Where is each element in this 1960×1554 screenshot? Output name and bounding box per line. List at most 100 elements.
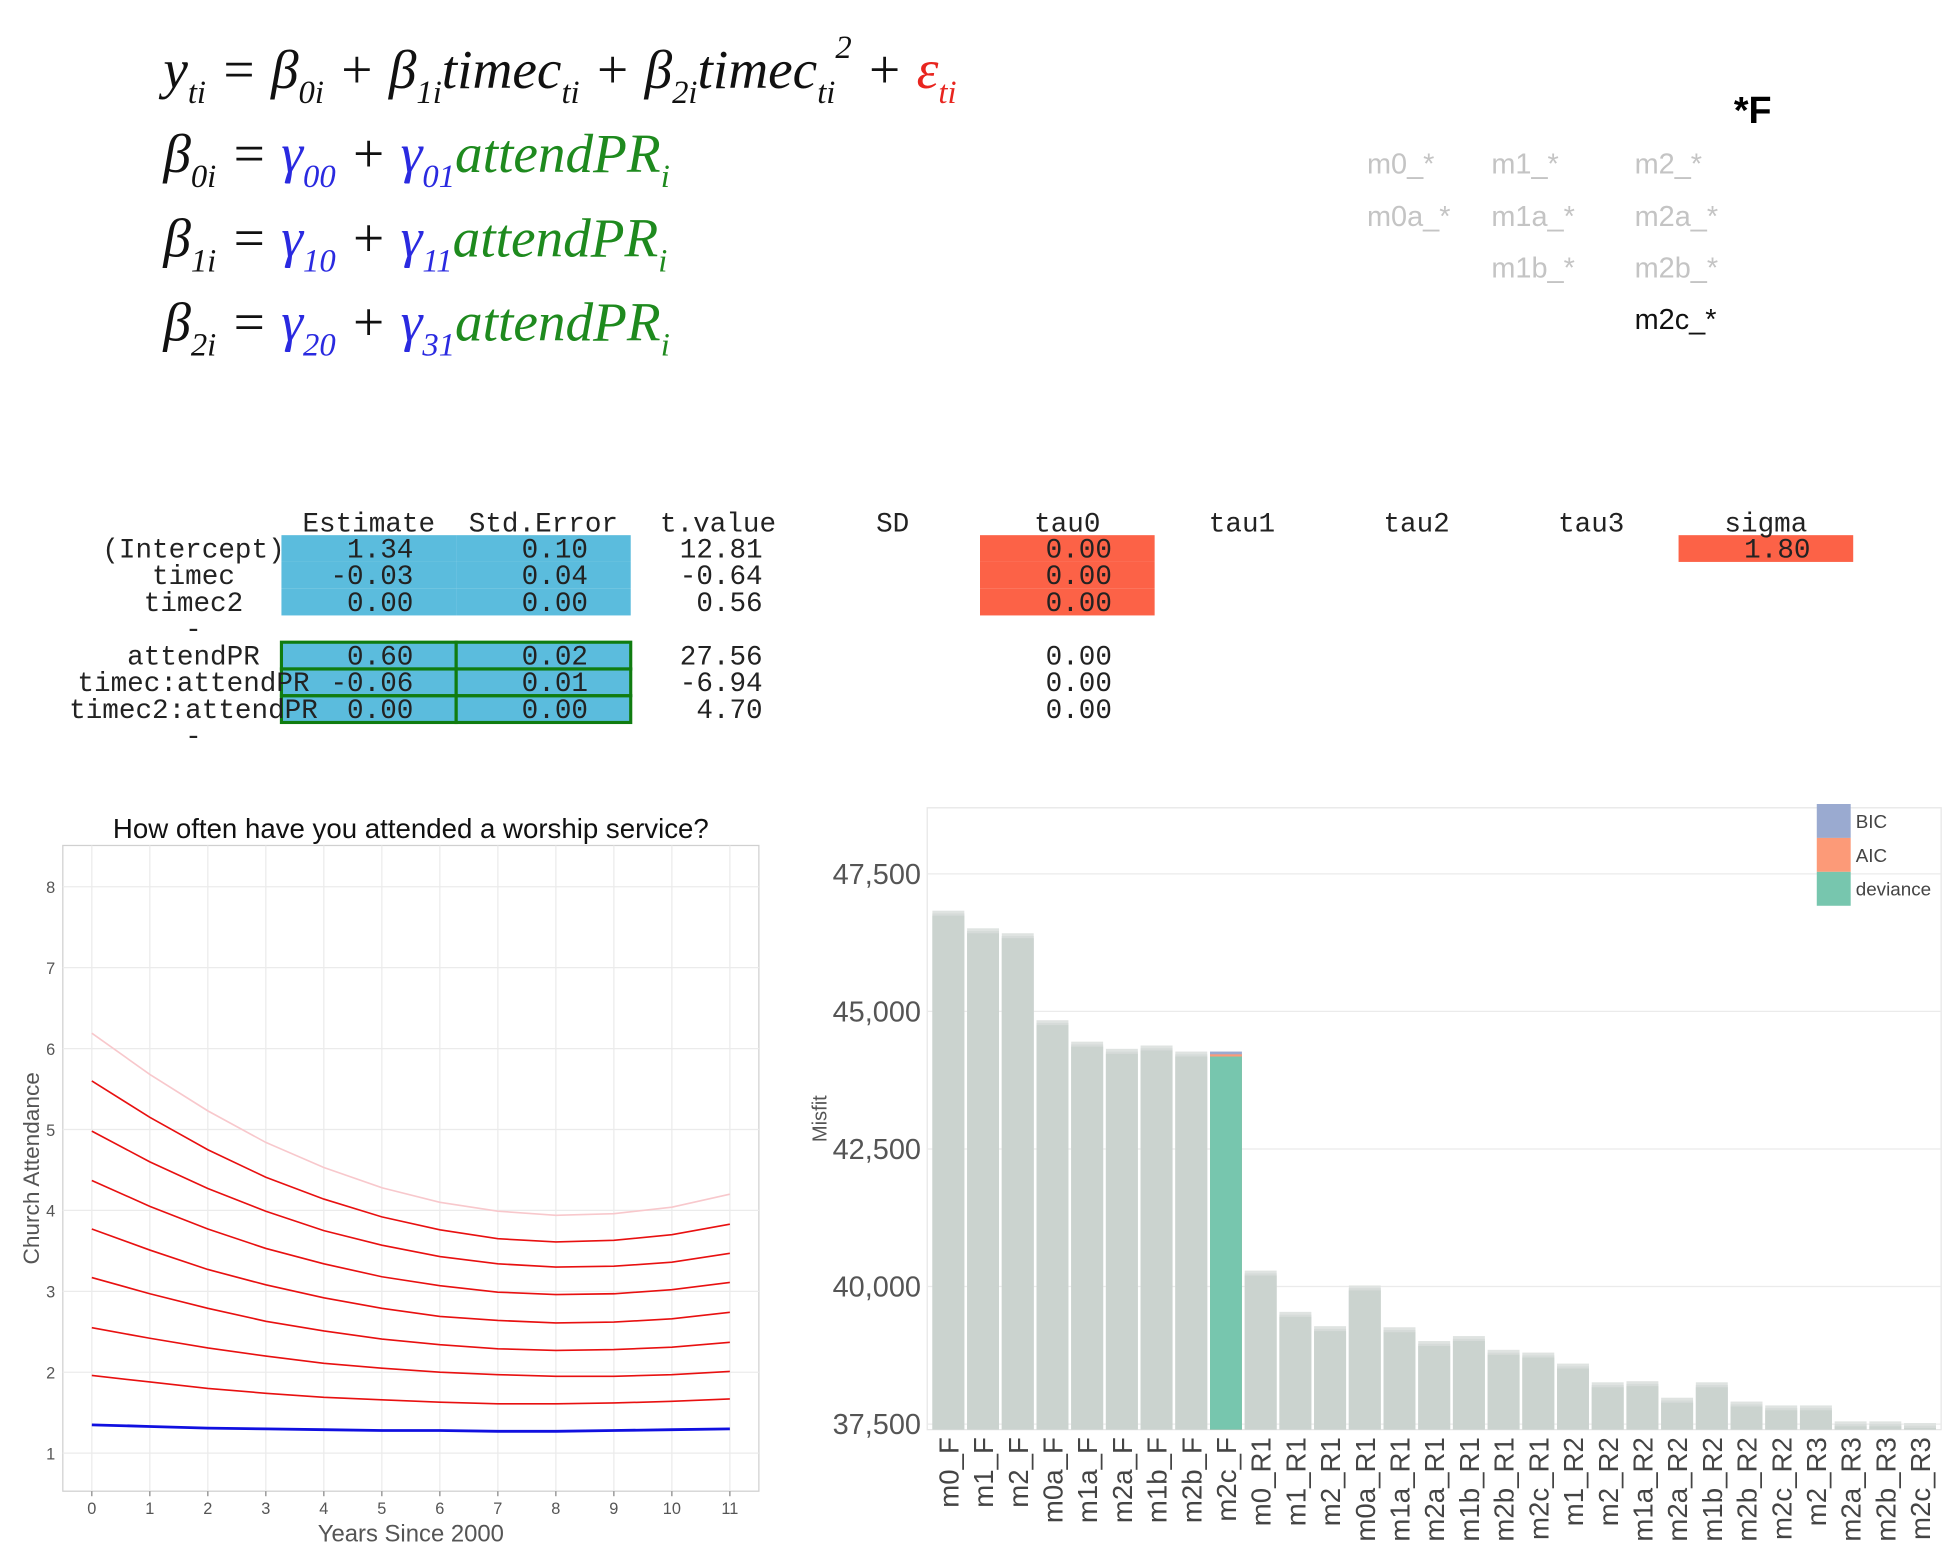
bar bbox=[1001, 938, 1034, 1430]
bar bbox=[1661, 1402, 1694, 1430]
column-header: tau1 bbox=[1209, 509, 1275, 540]
y-tick-label: 6 bbox=[46, 1041, 55, 1059]
subscript: 31 bbox=[421, 328, 455, 364]
row-name: timec2:attendPR bbox=[69, 696, 318, 727]
equation-term: β bbox=[388, 39, 417, 100]
row-name: (Intercept) bbox=[102, 535, 284, 566]
row-name: timec:attendPR bbox=[77, 669, 309, 700]
bar bbox=[1140, 1050, 1173, 1430]
column-header: tau2 bbox=[1383, 509, 1449, 540]
x-tick-label: m0a_R1 bbox=[1350, 1437, 1381, 1541]
table-cell: 0.00 bbox=[347, 589, 413, 620]
y-tick-label: 40,000 bbox=[833, 1272, 921, 1304]
cell-highlight bbox=[281, 561, 457, 589]
bar bbox=[1626, 1386, 1659, 1430]
x-tick-label: m2a_F bbox=[1107, 1437, 1138, 1523]
table-cell: 0.00 bbox=[522, 696, 588, 727]
table-cell: 0.56 bbox=[696, 589, 762, 620]
x-tick-label: 1 bbox=[145, 1500, 154, 1518]
legend-key bbox=[1816, 871, 1851, 906]
equation-term: γ bbox=[281, 207, 304, 268]
series-line bbox=[91, 1228, 730, 1324]
equation-term: β bbox=[270, 39, 299, 100]
series-line bbox=[91, 1130, 730, 1268]
y-tick-label: 1 bbox=[46, 1445, 55, 1463]
subscript: ti bbox=[817, 75, 835, 111]
equation-term: ε bbox=[917, 39, 939, 100]
cell-highlight bbox=[456, 588, 631, 616]
series-line bbox=[91, 1276, 730, 1352]
row-name: attendPR bbox=[127, 642, 260, 673]
plot-panel bbox=[62, 844, 760, 1492]
bar bbox=[967, 933, 1000, 1430]
table-cell: 0.00 bbox=[1046, 589, 1112, 620]
cell-highlight bbox=[456, 695, 631, 723]
x-tick-label: m1b_F bbox=[1142, 1437, 1173, 1523]
subscript: 00 bbox=[303, 159, 336, 195]
x-tick-label: 8 bbox=[551, 1500, 560, 1518]
cell-highlight bbox=[281, 668, 457, 696]
x-tick-label: m1b_R1 bbox=[1454, 1437, 1485, 1541]
model-label: m2a_* bbox=[1635, 201, 1718, 233]
x-tick-label: 9 bbox=[609, 1500, 618, 1518]
equation-term: γ bbox=[281, 123, 304, 184]
x-tick-label: m1_F bbox=[968, 1437, 999, 1508]
row-name: - bbox=[185, 616, 202, 647]
x-tick-label: m1a_R1 bbox=[1385, 1437, 1416, 1541]
x-tick-label: m2_R3 bbox=[1801, 1437, 1832, 1526]
subscript: i bbox=[658, 243, 667, 279]
column-header: tau0 bbox=[1034, 509, 1100, 540]
legend-label: BIC bbox=[1856, 811, 1887, 832]
legend-key bbox=[1816, 837, 1851, 872]
bar bbox=[1279, 1316, 1312, 1430]
table-cell: 0.60 bbox=[347, 642, 413, 673]
x-tick-label: m2a_R1 bbox=[1419, 1437, 1450, 1541]
x-tick-label: m2b_R2 bbox=[1732, 1437, 1763, 1541]
equation: β1i = γ10 + γ11attendPRi bbox=[162, 207, 667, 279]
equation-term: attendPR bbox=[453, 207, 659, 268]
bar bbox=[1105, 1053, 1138, 1430]
column-header: SD bbox=[876, 509, 909, 540]
equation-term: γ bbox=[401, 207, 424, 268]
bar bbox=[1591, 1387, 1624, 1430]
x-axis-title: Years Since 2000 bbox=[318, 1520, 504, 1547]
column-header: sigma bbox=[1724, 509, 1807, 540]
y-tick-label: 37,500 bbox=[833, 1409, 921, 1441]
x-tick-label: 11 bbox=[721, 1500, 738, 1518]
equation-term: timec bbox=[442, 39, 562, 100]
x-tick-label: 3 bbox=[261, 1500, 270, 1518]
equation-term: = bbox=[216, 123, 281, 184]
x-tick-label: 4 bbox=[319, 1500, 328, 1518]
bar bbox=[1036, 1025, 1069, 1430]
bar bbox=[1452, 1341, 1485, 1430]
x-tick-label: 7 bbox=[493, 1500, 502, 1518]
equation-term: = bbox=[216, 291, 281, 352]
equation-term: attendPR bbox=[455, 123, 661, 184]
table-cell: 0.00 bbox=[1046, 535, 1112, 566]
x-tick-label: m2c_R3 bbox=[1905, 1437, 1936, 1540]
equation-term: β bbox=[162, 123, 191, 184]
bar bbox=[1730, 1406, 1763, 1430]
x-tick-label: 0 bbox=[87, 1500, 96, 1518]
column-header: tau3 bbox=[1558, 509, 1624, 540]
bar bbox=[1175, 1056, 1208, 1430]
series-line bbox=[91, 1179, 730, 1296]
models-heading: *F bbox=[1734, 89, 1772, 131]
x-tick-label: m2c_R2 bbox=[1766, 1437, 1797, 1540]
subscript: 11 bbox=[422, 243, 452, 279]
equation-term: γ bbox=[401, 123, 424, 184]
y-tick-label: 47,500 bbox=[833, 859, 921, 891]
x-tick-label: m2a_R2 bbox=[1662, 1437, 1693, 1541]
table-cell: 27.56 bbox=[680, 642, 763, 673]
cell-highlight bbox=[456, 535, 631, 562]
x-tick-label: 10 bbox=[663, 1500, 681, 1518]
table-cell: 0.00 bbox=[1046, 562, 1112, 593]
table-cell: -0.03 bbox=[330, 562, 413, 593]
cell-highlight bbox=[980, 588, 1155, 616]
row-name: timec2 bbox=[144, 589, 243, 620]
bar bbox=[1314, 1331, 1347, 1430]
equation-term: attendPR bbox=[455, 291, 661, 352]
subscript: 20 bbox=[303, 328, 336, 364]
y-axis-title: Misfit bbox=[810, 1095, 832, 1142]
